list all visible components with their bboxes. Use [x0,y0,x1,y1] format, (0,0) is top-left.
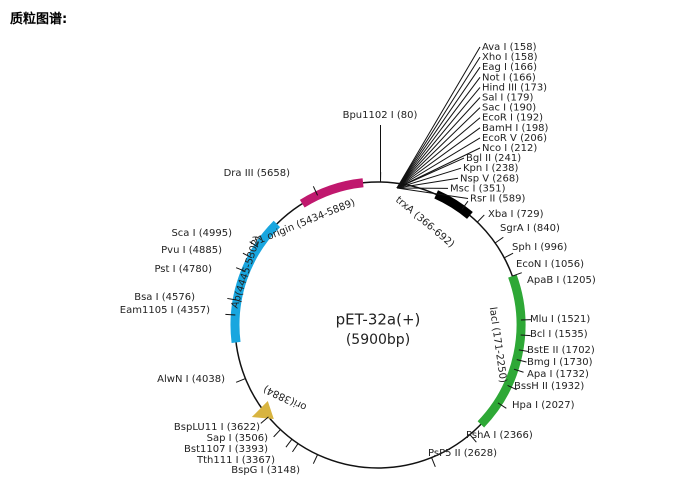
site-label: Kpn I (238) [463,163,519,174]
leader-line [396,167,462,189]
site-tick [235,378,246,383]
site-label: Ava I (158) [482,42,537,53]
leader-line [396,87,481,189]
site-label: BstE II (1702) [527,345,595,356]
site-tick [242,252,252,259]
site-tick [512,272,522,277]
site-tick [285,438,293,448]
leader-line [396,127,481,189]
site-label: Not I (166) [482,72,536,83]
site-tick [292,443,299,453]
site-label: Dra III (5658) [224,168,290,179]
site-label: Sap I (3506) [207,433,268,444]
site-label: Pst I (4780) [154,264,212,275]
site-tick [273,429,281,438]
site-label: BamH I (198) [482,123,549,134]
leader-line [396,56,481,189]
site-tick [312,454,319,464]
ap-arc [230,220,281,343]
site-tick [497,402,507,409]
feature-label: Ap(4445-5302) [230,234,264,309]
site-label: EcoR I (192) [482,113,543,124]
leader-line [396,97,481,189]
site-label: Msc I (351) [450,183,506,194]
site-tick [461,200,469,210]
site-label: Bcl I (1535) [530,329,588,340]
site-tick [518,349,529,353]
site-label: Xho I (158) [482,52,538,63]
feature-label: lacI (171-2250) [487,306,509,383]
site-label: PshA I (2366) [466,430,533,441]
plasmid-name: pET-32a(+) [336,311,421,329]
site-tick [516,359,527,363]
site-tick [431,457,436,468]
site-label: Bgl II (241) [466,153,521,164]
site-tick [312,186,319,196]
site-tick [476,214,485,223]
site-label: Sph I (996) [512,242,567,253]
site-label: ApaB I (1205) [527,275,596,286]
site-tick [507,384,517,391]
site-label: Nsp V (268) [460,173,519,184]
site-label: BspLU11 I (3622) [174,422,260,433]
leader-line [396,66,481,189]
site-label: EcoR V (206) [482,133,547,144]
plasmid-size: (5900bp) [346,332,410,348]
site-label: Hind III (173) [482,82,547,93]
site-label: AlwN I (4038) [157,374,225,385]
site-label: SgrA I (840) [500,223,560,234]
site-label: Sal I (179) [482,93,534,104]
site-tick [227,297,238,301]
leader-line [396,137,481,189]
leader-line [396,77,481,189]
site-tick [504,252,514,259]
site-label: Bsa I (4576) [134,292,195,303]
leader-line [396,117,481,189]
site-label: Mlu I (1521) [530,314,590,325]
site-tick [249,241,259,248]
site-label: Apa I (1732) [527,369,589,380]
leader-line [396,46,481,189]
site-label: Sca I (4995) [171,228,232,239]
site-label: Eag I (166) [482,62,537,73]
site-label: Sac I (190) [482,103,536,114]
leader-line [396,157,465,189]
laci-arc [477,274,526,428]
leader-line [396,107,481,189]
site-label: BssH II (1932) [514,381,584,392]
site-label: Eam1105 I (4357) [120,305,210,316]
site-label: Pvu I (4885) [161,245,222,256]
leader-line [396,177,459,189]
page-title: 质粒图谱: [10,12,68,27]
site-label: Bst1107 I (3393) [184,444,268,455]
site-tick [235,267,246,272]
site-label: Tth111 I (3367) [196,455,275,466]
site-label: BspG I (3148) [231,465,300,476]
site-label: EcoN I (1056) [516,259,584,270]
site-tick [225,313,236,316]
site-tick [494,236,504,244]
site-label: Hpa I (2027) [512,400,575,411]
f1-origin-arc [299,178,364,208]
site-tick [513,368,524,373]
trxa-arc [434,190,473,219]
site-label: Bpu1102 I (80) [343,110,418,121]
ori-arrow [251,401,274,420]
site-tick [260,416,269,424]
site-label: Nco I (212) [482,143,537,154]
site-label: Xba I (729) [488,209,544,220]
site-label: Rsr II (589) [470,194,526,205]
site-label: Bmg I (1730) [527,357,593,368]
site-tick [520,334,531,337]
site-label: PsP5 II (2628) [428,448,497,459]
site-tick [469,434,477,443]
leader-line [396,187,469,199]
